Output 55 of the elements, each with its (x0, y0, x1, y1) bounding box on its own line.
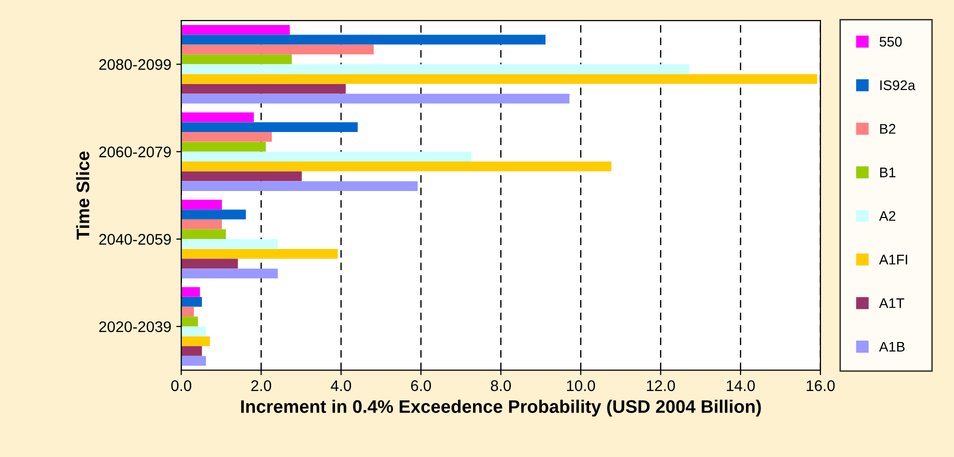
legend-label: B2 (880, 124, 896, 134)
bar (181, 316, 198, 326)
x-tick-label: 16.0 (806, 380, 835, 392)
x-tick-label: 2.0 (251, 380, 272, 392)
y-tick-label: 2080-2099 (99, 59, 171, 70)
bar (181, 84, 346, 94)
bar (181, 44, 374, 54)
bar (181, 346, 202, 356)
bar (181, 24, 290, 35)
legend-label: IS92a (880, 80, 916, 90)
y-tick-label: 2020-2039 (99, 321, 171, 332)
bar (181, 162, 612, 172)
bar (181, 181, 418, 191)
x-tick-label: 0.0 (171, 380, 192, 392)
legend-label: 550 (880, 36, 902, 47)
x-tick-label: 6.0 (411, 380, 431, 392)
x-tick-label: 12.0 (646, 380, 675, 392)
x-axis-title: Increment in 0.4% Exceedence Probability (USD 2004 Billion) (241, 400, 761, 417)
bar (181, 229, 226, 240)
bar (181, 306, 194, 317)
bar (181, 219, 222, 230)
bar (181, 239, 278, 249)
legend-label: A2 (879, 211, 896, 221)
bar (181, 152, 472, 162)
y-tick-label: 2060-2079 (99, 146, 171, 158)
bar (181, 54, 292, 64)
legend-label: A1B (879, 342, 905, 352)
bar (181, 132, 272, 142)
y-tick-label: 2040-2059 (99, 234, 171, 245)
bar (181, 122, 358, 132)
bar (181, 200, 222, 210)
bar (181, 336, 210, 346)
bar (181, 356, 206, 366)
bar (181, 64, 690, 74)
x-tick-label: 14.0 (726, 380, 755, 392)
legend-label: A1FI (879, 254, 908, 264)
bar (181, 210, 246, 220)
bar (181, 74, 818, 84)
legend-label: A1T (879, 298, 904, 308)
bar (181, 94, 570, 104)
bar (181, 112, 254, 122)
bar (181, 326, 206, 336)
x-tick-label: 10.0 (567, 380, 596, 392)
bar (181, 287, 200, 297)
legend-label: B1 (880, 168, 896, 178)
x-tick-label: 4.0 (330, 380, 352, 392)
bar (181, 34, 546, 45)
bar (181, 248, 338, 259)
bar (181, 171, 302, 182)
x-tick-label: 8.0 (490, 380, 511, 392)
bar (181, 297, 202, 307)
bar (181, 258, 238, 269)
y-axis-title: Time Slice (76, 151, 90, 240)
bar (181, 268, 278, 278)
bar (181, 142, 266, 152)
